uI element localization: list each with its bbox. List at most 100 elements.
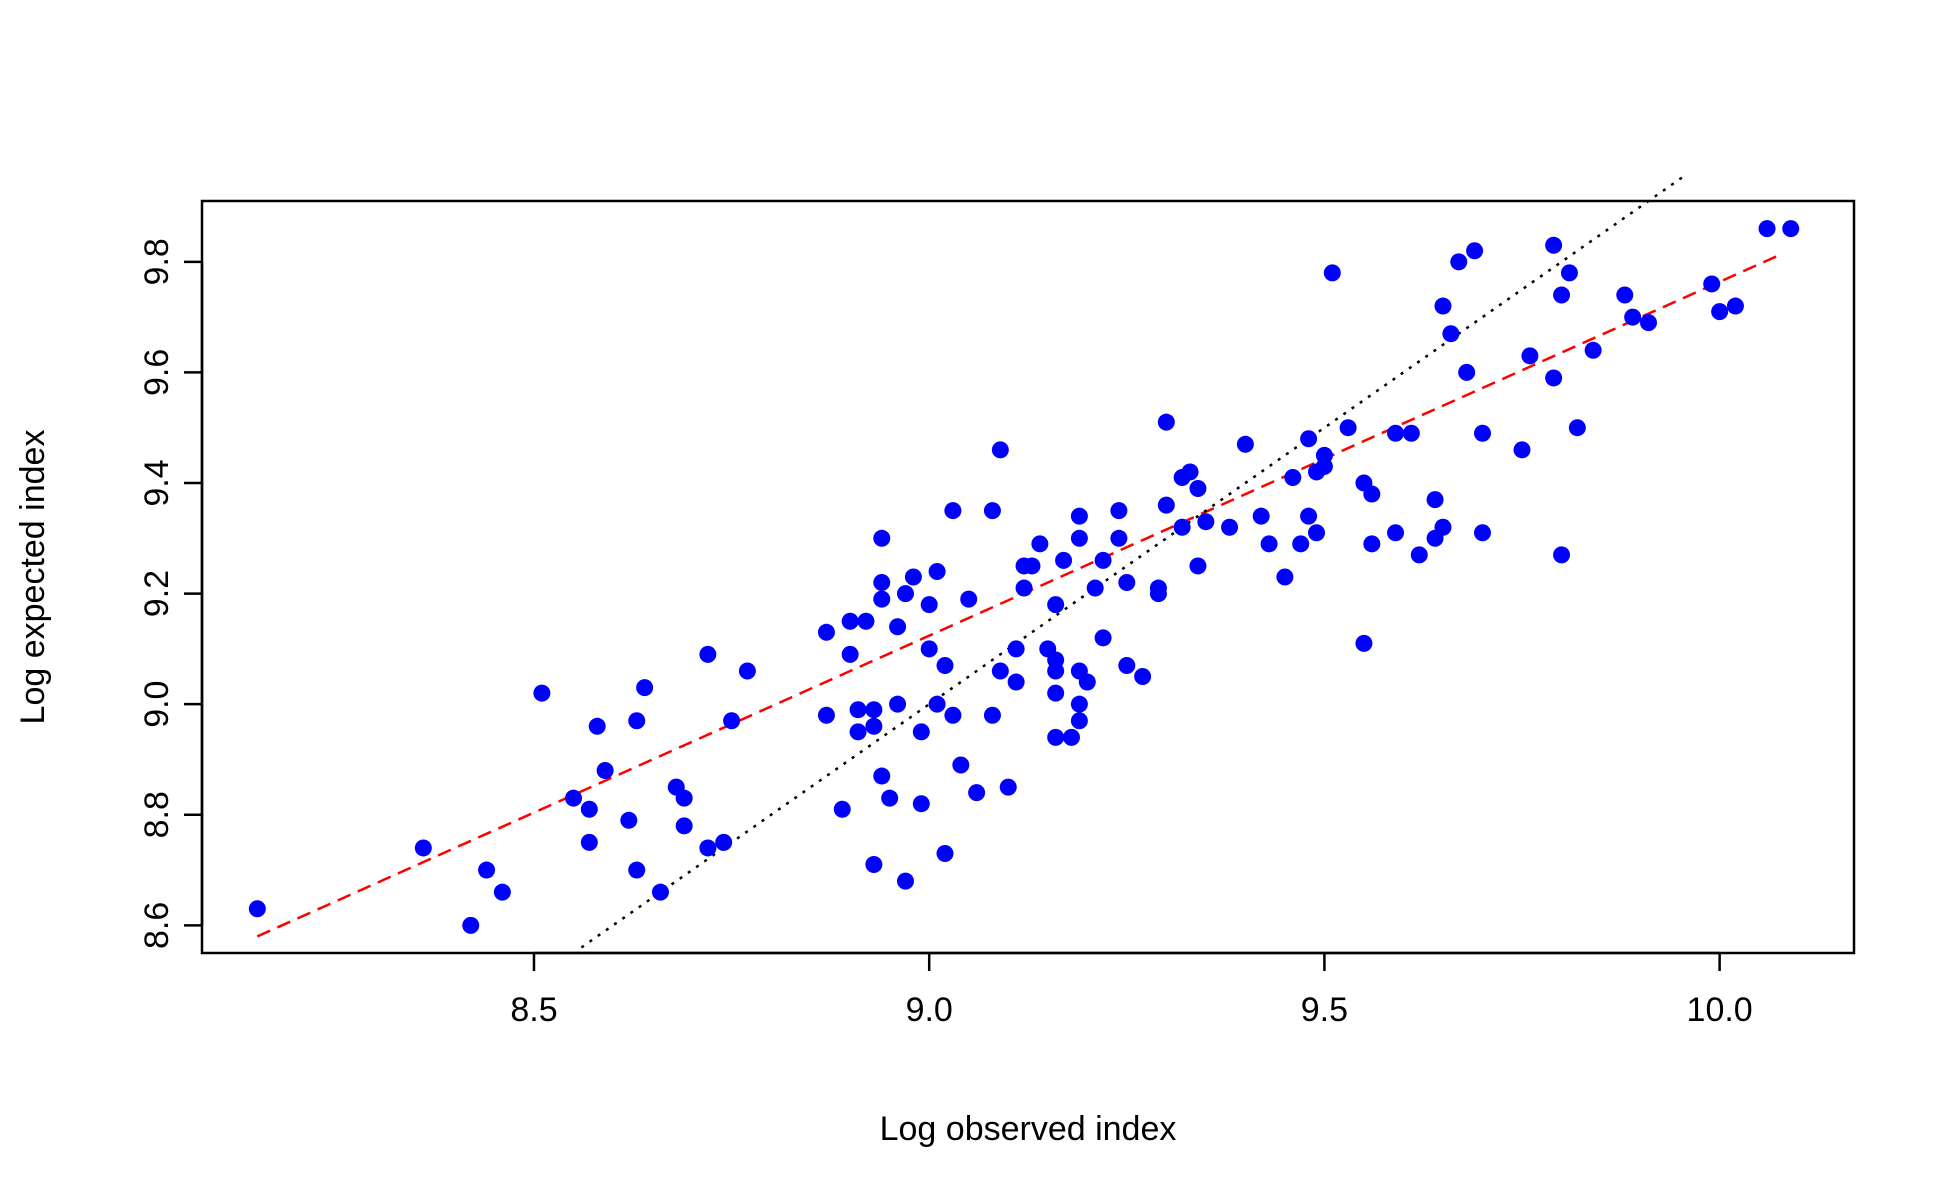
data-point: [1568, 419, 1586, 437]
data-point: [1363, 535, 1381, 553]
data-point: [414, 839, 432, 857]
data-point: [248, 900, 266, 918]
data-point: [1047, 662, 1065, 680]
data-point: [1726, 297, 1744, 315]
data-point: [849, 723, 867, 741]
fit-lines: [256, 175, 1784, 949]
data-point: [1624, 308, 1642, 326]
data-point: [896, 872, 914, 890]
data-point: [1197, 513, 1215, 531]
x-axis: 8.5 9.0 9.5 10.0: [510, 951, 1753, 1029]
data-point: [738, 662, 756, 680]
data-point: [833, 800, 851, 818]
data-point: [1450, 253, 1468, 271]
data-point: [1553, 546, 1571, 564]
data-point: [1252, 507, 1270, 525]
data-point: [1110, 529, 1128, 547]
data-point: [1070, 695, 1088, 713]
y-tick-label: 9.2: [138, 570, 176, 617]
data-point: [1015, 579, 1033, 597]
x-tick-label: 9.0: [906, 991, 953, 1029]
data-point: [873, 574, 891, 592]
data-point: [1284, 468, 1302, 486]
data-point: [857, 612, 875, 630]
data-point: [1276, 568, 1294, 586]
data-point: [896, 585, 914, 603]
data-point: [849, 701, 867, 719]
data-point: [1110, 502, 1128, 520]
data-point: [873, 590, 891, 608]
data-point: [1339, 419, 1357, 437]
data-point: [1118, 574, 1136, 592]
data-point: [675, 789, 693, 807]
data-point: [651, 883, 669, 901]
data-point: [565, 789, 583, 807]
data-point: [699, 645, 717, 663]
data-point: [817, 623, 835, 641]
data-point: [1711, 303, 1729, 321]
data-point: [881, 789, 899, 807]
data-point: [841, 612, 859, 630]
data-point: [1473, 424, 1491, 442]
data-point: [1584, 341, 1602, 359]
data-point: [1078, 673, 1096, 691]
data-point: [1434, 518, 1452, 536]
data-point: [1173, 518, 1191, 536]
data-point: [1473, 524, 1491, 542]
x-tick-label: 8.5: [510, 991, 557, 1029]
data-point: [1545, 236, 1563, 254]
data-point: [1181, 463, 1199, 481]
data-point: [1410, 546, 1428, 564]
data-point: [944, 706, 962, 724]
data-point: [1047, 684, 1065, 702]
data-point: [1157, 496, 1175, 514]
data-point: [936, 656, 954, 674]
data-point: [723, 712, 741, 730]
data-point: [675, 817, 693, 835]
data-point: [1363, 485, 1381, 503]
data-point: [1560, 264, 1578, 282]
x-tick-label: 9.5: [1301, 991, 1348, 1029]
data-point: [1387, 424, 1405, 442]
data-point: [1466, 242, 1484, 260]
data-point: [588, 717, 606, 735]
data-point: [817, 706, 835, 724]
data-point: [1189, 480, 1207, 498]
data-point: [983, 706, 1001, 724]
data-point: [596, 762, 614, 780]
data-point: [1703, 275, 1721, 293]
y-axis: 8.6 8.8 9.0 9.2 9.4 9.6 9.8: [138, 238, 204, 949]
data-point: [912, 723, 930, 741]
data-point: [1031, 535, 1049, 553]
data-point: [841, 645, 859, 663]
data-point: [1308, 524, 1326, 542]
data-point: [1553, 286, 1571, 304]
data-point: [999, 778, 1017, 796]
data-point: [580, 800, 598, 818]
data-points: [248, 220, 1800, 934]
data-point: [1323, 264, 1341, 282]
data-point: [1402, 424, 1420, 442]
data-point: [889, 618, 907, 636]
data-point: [1007, 673, 1025, 691]
data-point: [1086, 579, 1104, 597]
data-point: [478, 861, 496, 879]
data-point: [928, 562, 946, 580]
data-point: [462, 916, 480, 934]
data-point: [920, 596, 938, 614]
data-point: [1236, 435, 1254, 453]
data-point: [960, 590, 978, 608]
data-point: [1047, 728, 1065, 746]
data-point: [1387, 524, 1405, 542]
data-point: [865, 701, 883, 719]
data-point: [1426, 491, 1444, 509]
data-point: [865, 717, 883, 735]
data-point: [936, 844, 954, 862]
data-point: [1015, 557, 1033, 575]
data-point: [1513, 441, 1531, 459]
data-point: [1521, 347, 1539, 365]
data-point: [636, 679, 654, 697]
data-point: [1070, 712, 1088, 730]
data-point: [1118, 656, 1136, 674]
